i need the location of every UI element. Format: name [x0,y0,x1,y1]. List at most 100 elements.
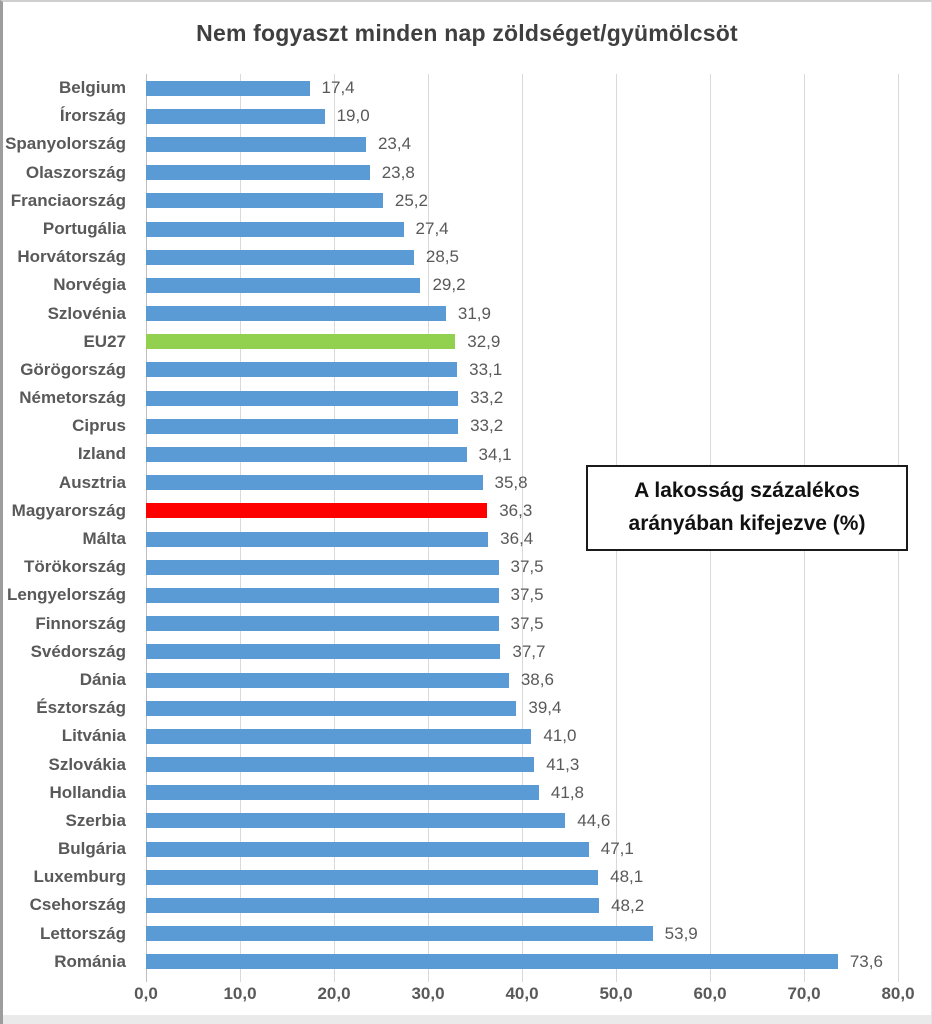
category-label: Ausztria [58,472,126,492]
bar-default [146,757,535,773]
bar-row: Németország 33,2 [19,384,898,412]
bar-default [146,531,489,547]
category-label: Svédország [30,641,126,661]
value-label: 48,2 [611,895,645,915]
value-label: 27,4 [415,219,449,239]
y-axis-line [146,74,147,982]
bar-row: Írország 19,0 [60,102,898,130]
value-label: 33,2 [470,388,504,408]
bar-row: Szlovákia 41,3 [49,751,898,779]
bar-default [146,728,532,744]
category-label: Szerbia [65,810,126,830]
bar-row: Szlovénia 31,9 [48,300,898,328]
x-tick-label: 80,0 [881,984,915,1003]
value-label: 39,4 [528,698,562,718]
value-label: 37,5 [510,557,544,577]
bar-row: Szerbia 44,6 [66,807,898,835]
value-label: 48,1 [610,867,644,887]
gridline [240,74,241,982]
bar-row: Svédország 37,7 [31,638,898,666]
bar-row: Lengyelország 37,5 [7,581,898,609]
bar-default [146,390,459,406]
x-tick-label: 0,0 [134,984,158,1003]
value-label: 25,2 [394,190,428,210]
value-label: 41,8 [550,782,584,802]
bar-default [146,785,539,801]
category-label: Izland [77,444,126,464]
gridline [334,74,335,982]
value-label: 41,0 [543,726,577,746]
value-label: 17,4 [321,78,355,98]
category-label: Magyarország [11,500,126,520]
category-label: Ciprus [72,416,126,436]
bar-rows: Belgium 17,4 Írország 19,0 Spanyolország 23,4… [5,74,898,976]
bar-default [146,80,310,96]
bar-default [146,813,566,829]
category-label: Lengyelország [6,585,126,605]
value-label: 37,7 [512,641,546,661]
x-tick-label: 10,0 [223,984,257,1003]
bar-row: Luxemburg 48,1 [33,863,898,891]
value-label: 37,5 [510,585,544,605]
x-axis: 0,0 10,0 20,0 30,0 40,0 50,0 60,0 70,0 80,0 [134,984,914,1008]
bar-row: Törökország 37,5 [24,553,898,581]
category-label: Írország [59,106,126,126]
bar-row: Belgium 17,4 [59,74,898,102]
gridline [522,74,523,982]
bar-default [146,869,599,885]
x-tick-label: 60,0 [693,984,727,1003]
plot-area: Belgium 17,4 Írország 19,0 Spanyolország 23,4… [5,74,899,982]
bar-row: Hollandia 41,8 [49,779,898,807]
bar-default [146,447,467,463]
bar-default [146,418,459,434]
category-label: Málta [82,529,126,548]
bar-default [146,108,325,124]
bar-default [146,587,499,603]
value-label: 34,1 [478,444,512,464]
bar-row: Litvánia 41,0 [62,722,898,750]
bar-default [146,277,421,293]
category-label: Litvánia [61,726,126,746]
bar-default [146,136,366,152]
bar-row: Csehország 48,2 [30,891,898,919]
annotation-line-1: A lakosság százalékos [634,479,860,503]
category-label: Bulgária [57,839,126,859]
value-label: 23,4 [377,134,412,154]
x-tick-label: 70,0 [787,984,821,1003]
category-label: Lettország [40,923,126,943]
bar-row: Horvátország 28,5 [17,243,898,271]
bar-highlight [146,503,488,519]
category-label: Hollandia [49,782,126,802]
bar-row: Franciaország 25,2 [11,187,898,215]
value-label: 36,3 [499,500,533,520]
bar-row: Norvégia 29,2 [53,271,898,299]
window-bottom-strip [3,1015,931,1024]
bar-default [146,926,653,942]
value-label: 36,4 [500,529,534,549]
x-tick-label: 20,0 [317,984,351,1003]
bar-default [146,644,501,660]
category-label: Spanyolország [5,134,126,154]
x-tick-label: 50,0 [599,984,633,1003]
x-tick-label: 30,0 [411,984,445,1003]
category-label: Horvátország [17,247,126,267]
bar-row: Észtország 39,4 [36,694,898,722]
bar-default [146,672,509,688]
category-label: Csehország [29,895,126,915]
bar-default [146,165,370,181]
bar-default [146,306,446,322]
bar-default [146,700,517,716]
bar-default [146,249,414,265]
category-label: Románia [54,951,126,971]
value-label: 35,8 [494,472,528,492]
gridline [428,74,429,982]
bar-row: Lettország 53,9 [40,920,898,948]
value-label: 73,6 [849,951,883,971]
value-label: 23,8 [381,162,415,182]
value-label: 31,9 [457,303,491,323]
bar-default [146,475,483,491]
bar-default [146,616,499,632]
category-label: Szlovákia [48,754,127,774]
bar-default [146,841,589,857]
category-label: Franciaország [10,190,126,210]
